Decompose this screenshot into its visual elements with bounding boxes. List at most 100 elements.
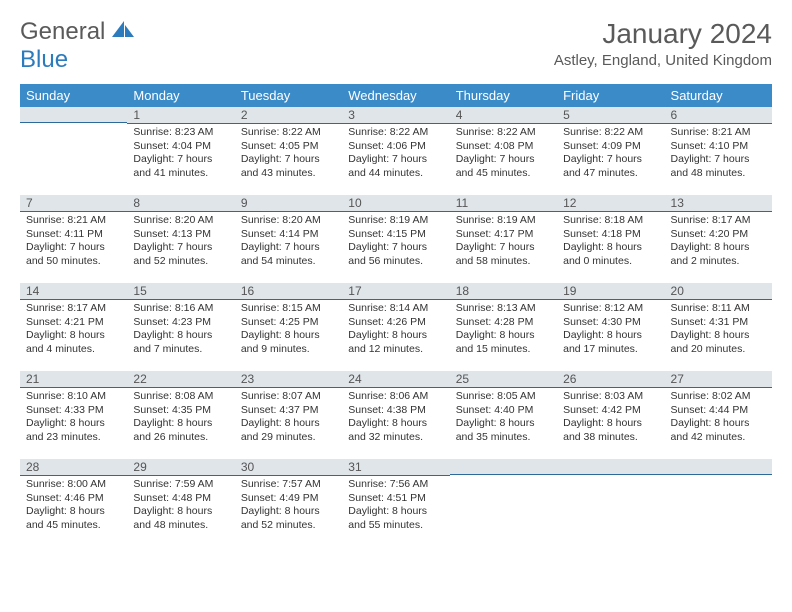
sunset-text: Sunset: 4:35 PM [133,404,228,418]
day-number: 16 [235,283,342,300]
daylight-text: Daylight: 8 hours and 32 minutes. [348,417,443,444]
sunrise-text: Sunrise: 8:22 AM [241,126,336,140]
day-number: 15 [127,283,234,300]
calendar-day-cell: 31Sunrise: 7:56 AMSunset: 4:51 PMDayligh… [342,459,449,547]
sunset-text: Sunset: 4:38 PM [348,404,443,418]
daylight-text: Daylight: 8 hours and 15 minutes. [456,329,551,356]
day-number: 8 [127,195,234,212]
day-number: 23 [235,371,342,388]
daylight-text: Daylight: 7 hours and 58 minutes. [456,241,551,268]
day-details: Sunrise: 8:02 AMSunset: 4:44 PMDaylight:… [665,388,772,449]
sunset-text: Sunset: 4:14 PM [241,228,336,242]
day-number: 25 [450,371,557,388]
daylight-text: Daylight: 7 hours and 43 minutes. [241,153,336,180]
day-number: 24 [342,371,449,388]
daylight-text: Daylight: 7 hours and 48 minutes. [671,153,766,180]
weekday-header: Tuesday [235,84,342,107]
day-number: 10 [342,195,449,212]
weekday-header: Friday [557,84,664,107]
daylight-text: Daylight: 8 hours and 35 minutes. [456,417,551,444]
day-details: Sunrise: 8:22 AMSunset: 4:09 PMDaylight:… [557,124,664,185]
sunset-text: Sunset: 4:17 PM [456,228,551,242]
calendar-day-cell: 18Sunrise: 8:13 AMSunset: 4:28 PMDayligh… [450,283,557,371]
calendar-day-cell: 21Sunrise: 8:10 AMSunset: 4:33 PMDayligh… [20,371,127,459]
day-number [665,459,772,475]
sunrise-text: Sunrise: 8:07 AM [241,390,336,404]
sunrise-text: Sunrise: 8:20 AM [241,214,336,228]
day-details: Sunrise: 8:06 AMSunset: 4:38 PMDaylight:… [342,388,449,449]
calendar-day-cell: 11Sunrise: 8:19 AMSunset: 4:17 PMDayligh… [450,195,557,283]
sunset-text: Sunset: 4:37 PM [241,404,336,418]
day-details: Sunrise: 8:21 AMSunset: 4:10 PMDaylight:… [665,124,772,185]
sunset-text: Sunset: 4:04 PM [133,140,228,154]
day-number: 12 [557,195,664,212]
daylight-text: Daylight: 7 hours and 41 minutes. [133,153,228,180]
sunset-text: Sunset: 4:44 PM [671,404,766,418]
header: General Blue January 2024 Astley, Englan… [20,18,772,74]
calendar-day-cell: 13Sunrise: 8:17 AMSunset: 4:20 PMDayligh… [665,195,772,283]
sunset-text: Sunset: 4:11 PM [26,228,121,242]
sunrise-text: Sunrise: 8:15 AM [241,302,336,316]
daylight-text: Daylight: 8 hours and 38 minutes. [563,417,658,444]
sunrise-text: Sunrise: 8:05 AM [456,390,551,404]
day-details: Sunrise: 8:10 AMSunset: 4:33 PMDaylight:… [20,388,127,449]
sunset-text: Sunset: 4:28 PM [456,316,551,330]
day-details: Sunrise: 8:11 AMSunset: 4:31 PMDaylight:… [665,300,772,361]
sunset-text: Sunset: 4:40 PM [456,404,551,418]
sunrise-text: Sunrise: 8:21 AM [671,126,766,140]
day-details: Sunrise: 8:19 AMSunset: 4:15 PMDaylight:… [342,212,449,273]
day-details: Sunrise: 7:59 AMSunset: 4:48 PMDaylight:… [127,476,234,537]
sunrise-text: Sunrise: 8:08 AM [133,390,228,404]
daylight-text: Daylight: 8 hours and 45 minutes. [26,505,121,532]
sunset-text: Sunset: 4:33 PM [26,404,121,418]
calendar-day-cell: 14Sunrise: 8:17 AMSunset: 4:21 PMDayligh… [20,283,127,371]
sunrise-text: Sunrise: 8:17 AM [671,214,766,228]
calendar-day-cell: 5Sunrise: 8:22 AMSunset: 4:09 PMDaylight… [557,107,664,195]
day-details: Sunrise: 8:20 AMSunset: 4:13 PMDaylight:… [127,212,234,273]
day-number: 21 [20,371,127,388]
calendar-day-cell [450,459,557,547]
daylight-text: Daylight: 8 hours and 48 minutes. [133,505,228,532]
day-details: Sunrise: 8:19 AMSunset: 4:17 PMDaylight:… [450,212,557,273]
sunrise-text: Sunrise: 8:23 AM [133,126,228,140]
calendar-day-cell: 30Sunrise: 7:57 AMSunset: 4:49 PMDayligh… [235,459,342,547]
daylight-text: Daylight: 8 hours and 26 minutes. [133,417,228,444]
daylight-text: Daylight: 7 hours and 47 minutes. [563,153,658,180]
daylight-text: Daylight: 8 hours and 2 minutes. [671,241,766,268]
daylight-text: Daylight: 8 hours and 42 minutes. [671,417,766,444]
day-number: 17 [342,283,449,300]
day-details: Sunrise: 8:08 AMSunset: 4:35 PMDaylight:… [127,388,234,449]
sunset-text: Sunset: 4:06 PM [348,140,443,154]
day-details: Sunrise: 8:22 AMSunset: 4:08 PMDaylight:… [450,124,557,185]
sunrise-text: Sunrise: 8:14 AM [348,302,443,316]
daylight-text: Daylight: 8 hours and 23 minutes. [26,417,121,444]
title-block: January 2024 Astley, England, United Kin… [554,18,772,69]
day-number: 30 [235,459,342,476]
calendar-day-cell: 9Sunrise: 8:20 AMSunset: 4:14 PMDaylight… [235,195,342,283]
calendar-day-cell: 27Sunrise: 8:02 AMSunset: 4:44 PMDayligh… [665,371,772,459]
day-number [557,459,664,475]
day-number: 31 [342,459,449,476]
day-details: Sunrise: 8:22 AMSunset: 4:05 PMDaylight:… [235,124,342,185]
calendar-day-cell: 10Sunrise: 8:19 AMSunset: 4:15 PMDayligh… [342,195,449,283]
day-number: 28 [20,459,127,476]
logo-text-blue: Blue [20,46,68,73]
calendar-day-cell: 20Sunrise: 8:11 AMSunset: 4:31 PMDayligh… [665,283,772,371]
day-details: Sunrise: 8:03 AMSunset: 4:42 PMDaylight:… [557,388,664,449]
calendar-day-cell: 29Sunrise: 7:59 AMSunset: 4:48 PMDayligh… [127,459,234,547]
day-details: Sunrise: 8:07 AMSunset: 4:37 PMDaylight:… [235,388,342,449]
daylight-text: Daylight: 7 hours and 50 minutes. [26,241,121,268]
day-details: Sunrise: 8:14 AMSunset: 4:26 PMDaylight:… [342,300,449,361]
sunrise-text: Sunrise: 8:22 AM [456,126,551,140]
day-details: Sunrise: 8:16 AMSunset: 4:23 PMDaylight:… [127,300,234,361]
calendar-day-cell: 1Sunrise: 8:23 AMSunset: 4:04 PMDaylight… [127,107,234,195]
daylight-text: Daylight: 8 hours and 0 minutes. [563,241,658,268]
day-details: Sunrise: 7:57 AMSunset: 4:49 PMDaylight:… [235,476,342,537]
sunrise-text: Sunrise: 8:10 AM [26,390,121,404]
calendar-day-cell: 8Sunrise: 8:20 AMSunset: 4:13 PMDaylight… [127,195,234,283]
sunrise-text: Sunrise: 8:19 AM [348,214,443,228]
calendar-week-row: 14Sunrise: 8:17 AMSunset: 4:21 PMDayligh… [20,283,772,371]
sunset-text: Sunset: 4:25 PM [241,316,336,330]
daylight-text: Daylight: 7 hours and 44 minutes. [348,153,443,180]
calendar-week-row: 21Sunrise: 8:10 AMSunset: 4:33 PMDayligh… [20,371,772,459]
